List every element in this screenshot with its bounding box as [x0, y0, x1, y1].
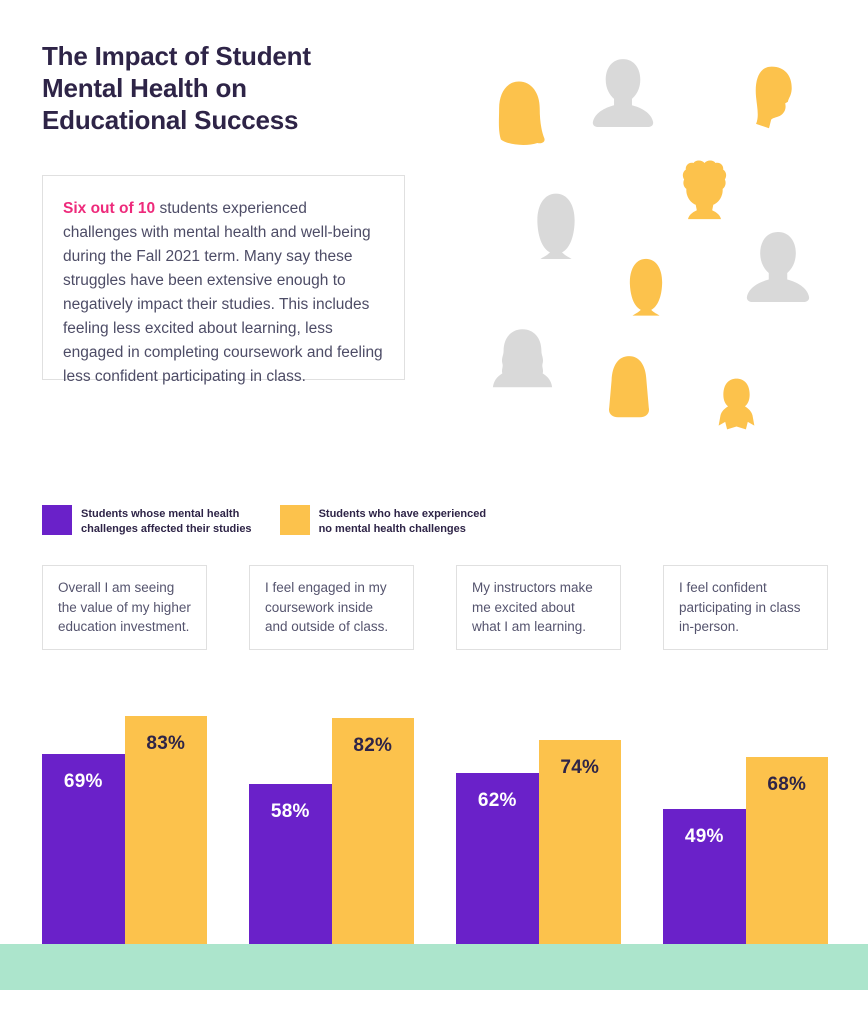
bar-affected-studies: 69% — [42, 754, 125, 944]
person-head-icon — [592, 59, 654, 127]
person-head-icon — [498, 81, 545, 145]
question-text: I feel confident participating in class … — [679, 580, 801, 635]
legend-swatch-yellow — [279, 505, 310, 535]
question-card-4: I feel confident participating in class … — [663, 565, 828, 650]
bar-value-label: 74% — [560, 757, 600, 778]
footer-band — [0, 944, 868, 990]
intro-body: students experienced challenges with men… — [63, 200, 383, 386]
bar-value-label: 83% — [146, 733, 186, 754]
person-head-icon — [718, 378, 755, 430]
bar-value-label: 68% — [767, 774, 807, 795]
bar-affected-studies: 62% — [456, 773, 539, 944]
bar-value-label: 69% — [63, 771, 103, 792]
question-text: I feel engaged in my coursework inside a… — [265, 580, 389, 635]
person-head-icon — [608, 356, 650, 418]
legend-label: Students whose mental health challenges … — [81, 508, 252, 535]
chart-column: 62% 74% — [456, 740, 621, 944]
question-cards: Overall I am seeing the value of my high… — [42, 565, 828, 650]
bar-no-challenges: 74% — [538, 740, 621, 944]
chart-column: 58% 82% — [249, 718, 414, 944]
chart-column: 49% 68% — [663, 757, 828, 944]
bar-value-label: 49% — [684, 826, 724, 847]
bar-no-challenges: 83% — [124, 716, 207, 944]
intro-text: Six out of 10 students experienced chall… — [63, 197, 384, 389]
bar-affected-studies: 49% — [663, 809, 746, 944]
legend-swatch-purple — [42, 505, 72, 535]
question-card-1: Overall I am seeing the value of my high… — [42, 565, 207, 650]
question-text: Overall I am seeing the value of my high… — [58, 580, 191, 635]
heads-canvas — [470, 40, 868, 470]
bar-affected-studies: 58% — [249, 784, 332, 944]
bar-value-label: 58% — [270, 801, 310, 822]
chart-legend: Students whose mental health challenges … — [42, 505, 486, 537]
bar-no-challenges: 68% — [745, 757, 828, 944]
intro-highlight: Six out of 10 — [63, 200, 156, 217]
person-head-icon — [537, 193, 575, 259]
legend-item-affected: Students whose mental health challenges … — [42, 505, 252, 537]
person-head-icon — [746, 232, 810, 302]
person-head-icon — [682, 160, 727, 220]
legend-item-no-challenges: Students who have experienced no mental … — [279, 505, 487, 537]
bar-chart: 69% 83% 58% 82% 62% 74% 49% 68% — [42, 704, 828, 944]
page-title: The Impact of Student Mental Health on E… — [42, 41, 311, 136]
bar-value-label: 62% — [477, 790, 517, 811]
chart-column: 69% 83% — [42, 716, 207, 944]
intro-box: Six out of 10 students experienced chall… — [42, 175, 405, 385]
legend-label: Students who have experienced no mental … — [318, 508, 487, 535]
person-head-icon — [492, 329, 553, 388]
person-head-icon — [755, 66, 792, 129]
question-card-3: My instructors make me excited about wha… — [456, 565, 621, 650]
person-head-icon — [629, 258, 663, 316]
bar-value-label: 82% — [353, 735, 393, 756]
question-text: My instructors make me excited about wha… — [472, 580, 593, 635]
bar-no-challenges: 82% — [331, 718, 414, 944]
question-card-2: I feel engaged in my coursework inside a… — [249, 565, 414, 650]
